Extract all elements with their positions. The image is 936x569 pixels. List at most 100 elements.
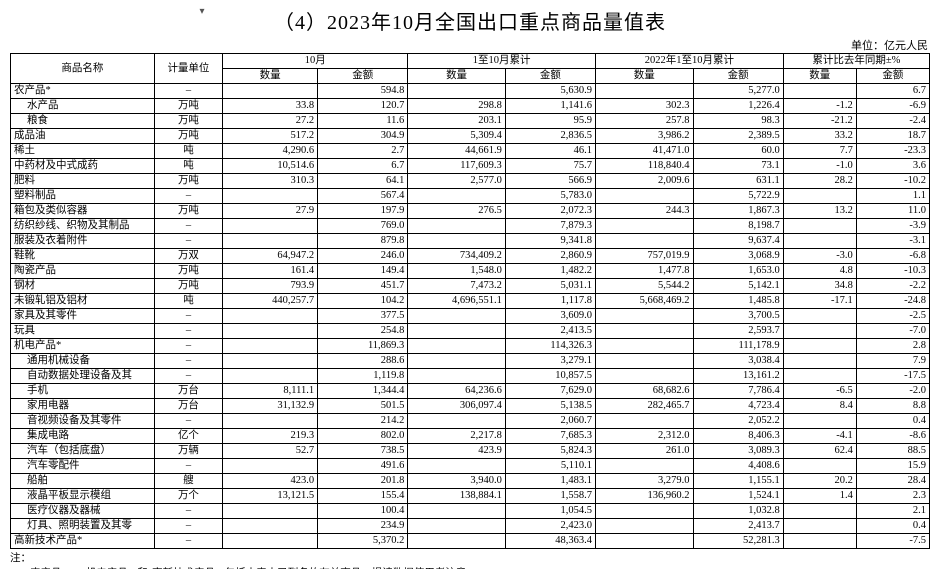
- cell-a1: 64.1: [318, 174, 408, 189]
- cell-unit: 万台: [154, 399, 222, 414]
- cell-yq: [783, 459, 856, 474]
- cell-q3: 1,477.8: [596, 264, 694, 279]
- cell-a3: 13,161.2: [693, 369, 783, 384]
- cell-q1: [223, 504, 318, 519]
- cell-a1: 201.8: [318, 474, 408, 489]
- cell-name: 钢材: [11, 279, 155, 294]
- cell-a2: 5,110.1: [505, 459, 595, 474]
- cell-q2: [408, 459, 506, 474]
- col-qty: 数量: [223, 69, 318, 84]
- cell-a1: 879.8: [318, 234, 408, 249]
- col-amt: 金额: [856, 69, 929, 84]
- cell-a2: 1,482.2: [505, 264, 595, 279]
- cell-q3: 261.0: [596, 444, 694, 459]
- cell-a2: 1,558.7: [505, 489, 595, 504]
- cell-a1: 501.5: [318, 399, 408, 414]
- cell-q2: [408, 504, 506, 519]
- table-row: 家用电器万台31,132.9501.5306,097.45,138.5282,4…: [11, 399, 930, 414]
- cell-q1: [223, 369, 318, 384]
- cell-unit: 万个: [154, 489, 222, 504]
- cell-ya: -2.4: [856, 114, 929, 129]
- cell-q3: 5,668,469.2: [596, 294, 694, 309]
- cell-q2: [408, 234, 506, 249]
- cell-q2: 138,884.1: [408, 489, 506, 504]
- cell-a2: 1,483.1: [505, 474, 595, 489]
- cell-q1: [223, 339, 318, 354]
- cell-a2: 1,141.6: [505, 99, 595, 114]
- col-amt: 金额: [318, 69, 408, 84]
- cell-a3: 1,226.4: [693, 99, 783, 114]
- cell-name: 自动数据处理设备及其: [11, 369, 155, 384]
- cell-a1: 769.0: [318, 219, 408, 234]
- cell-yq: -1.0: [783, 159, 856, 174]
- cell-q2: 4,696,551.1: [408, 294, 506, 309]
- cell-q2: 423.9: [408, 444, 506, 459]
- cell-unit: –: [154, 354, 222, 369]
- cell-name: 玩具: [11, 324, 155, 339]
- cell-unit: –: [154, 414, 222, 429]
- table-row: 液晶平板显示模组万个13,121.5155.4138,884.11,558.71…: [11, 489, 930, 504]
- cell-q1: [223, 354, 318, 369]
- cell-q1: 27.9: [223, 204, 318, 219]
- cell-unit: –: [154, 519, 222, 534]
- cell-a3: 3,038.4: [693, 354, 783, 369]
- cell-yq: -21.2: [783, 114, 856, 129]
- cell-name: 集成电路: [11, 429, 155, 444]
- cell-unit: 艘: [154, 474, 222, 489]
- col-name: 商品名称: [11, 54, 155, 84]
- cell-yq: 4.8: [783, 264, 856, 279]
- cell-a1: 2.7: [318, 144, 408, 159]
- cell-a1: 155.4: [318, 489, 408, 504]
- cell-unit: 亿个: [154, 429, 222, 444]
- cell-q1: [223, 459, 318, 474]
- cell-q2: 64,236.6: [408, 384, 506, 399]
- cell-q2: 276.5: [408, 204, 506, 219]
- cell-a3: 73.1: [693, 159, 783, 174]
- cell-q2: 5,309.4: [408, 129, 506, 144]
- cell-ya: 2.3: [856, 489, 929, 504]
- cell-q2: 44,661.9: [408, 144, 506, 159]
- cell-name: 塑料制品: [11, 189, 155, 204]
- cell-a3: 1,155.1: [693, 474, 783, 489]
- cell-a3: 8,198.7: [693, 219, 783, 234]
- cell-a3: 2,389.5: [693, 129, 783, 144]
- cell-q2: [408, 369, 506, 384]
- cell-a2: 7,685.3: [505, 429, 595, 444]
- cell-a2: 5,824.3: [505, 444, 595, 459]
- cell-yq: [783, 534, 856, 549]
- cell-a3: 9,637.4: [693, 234, 783, 249]
- cell-a3: 60.0: [693, 144, 783, 159]
- cell-a1: 288.6: [318, 354, 408, 369]
- cell-a2: 46.1: [505, 144, 595, 159]
- cell-name: 纺织纱线、织物及其制品: [11, 219, 155, 234]
- cell-q3: [596, 189, 694, 204]
- cell-q1: 517.2: [223, 129, 318, 144]
- cell-unit: –: [154, 459, 222, 474]
- cell-yq: 8.4: [783, 399, 856, 414]
- cell-a1: 120.7: [318, 99, 408, 114]
- cell-q3: [596, 369, 694, 384]
- table-row: 集成电路亿个219.3802.02,217.87,685.32,312.08,4…: [11, 429, 930, 444]
- cell-name: 液晶平板显示模组: [11, 489, 155, 504]
- cell-q3: [596, 504, 694, 519]
- cell-q1: [223, 414, 318, 429]
- table-row: 通用机械设备–288.63,279.13,038.47.9: [11, 354, 930, 369]
- cell-yq: [783, 189, 856, 204]
- cell-name: 手机: [11, 384, 155, 399]
- table-row: 水产品万吨33.8120.7298.81,141.6302.31,226.4-1…: [11, 99, 930, 114]
- cell-ya: 7.9: [856, 354, 929, 369]
- table-row: 机电产品*–11,869.3114,326.3111,178.92.8: [11, 339, 930, 354]
- cell-yq: 62.4: [783, 444, 856, 459]
- cell-a1: 594.8: [318, 84, 408, 99]
- cell-q3: 282,465.7: [596, 399, 694, 414]
- cell-name: 农产品*: [11, 84, 155, 99]
- cell-q1: 440,257.7: [223, 294, 318, 309]
- cell-a1: 149.4: [318, 264, 408, 279]
- cell-q3: [596, 324, 694, 339]
- cell-a1: 254.8: [318, 324, 408, 339]
- cell-a3: 1,653.0: [693, 264, 783, 279]
- cell-a1: 6.7: [318, 159, 408, 174]
- cell-ya: 0.4: [856, 519, 929, 534]
- cell-q2: [408, 354, 506, 369]
- cell-a2: 1,117.8: [505, 294, 595, 309]
